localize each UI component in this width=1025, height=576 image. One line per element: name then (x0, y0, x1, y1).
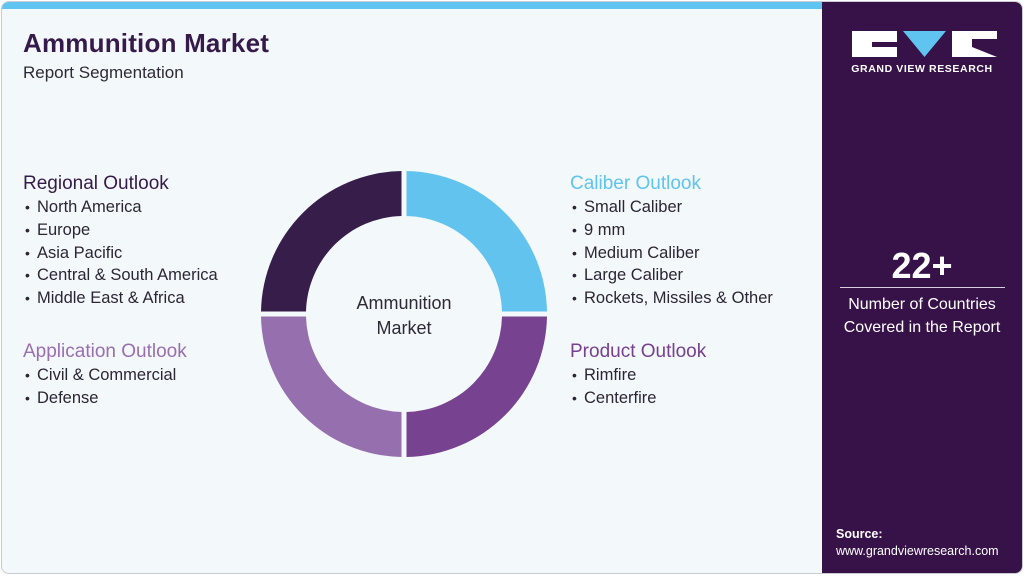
bullet-icon: • (572, 290, 577, 307)
bullet-icon: • (25, 367, 30, 383)
source-label: Source: (836, 527, 883, 541)
segment-regional: Regional Outlook • North America • Europe … (23, 173, 218, 310)
brand-sidebar: GRAND VIEW RESEARCH 22+ Number of Countr… (822, 2, 1022, 573)
bullet-icon: • (25, 221, 30, 238)
bullet-icon: • (572, 199, 577, 215)
list-item: • Europe (23, 219, 218, 242)
brand-name: GRAND VIEW RESEARCH (851, 63, 993, 75)
list-item: • Asia Pacific (23, 242, 218, 265)
list-item: • Small Caliber (570, 196, 773, 219)
bullet-icon: • (25, 290, 30, 307)
list-item: • Medium Caliber (570, 242, 773, 265)
donut-quadrant-caliber (406, 171, 547, 312)
stat-value: 22+ (891, 245, 953, 286)
list-item: • Central & South America (23, 264, 218, 287)
list-item: • Middle East & Africa (23, 287, 218, 310)
bullet-icon: • (25, 244, 30, 261)
donut-quadrant-application (261, 316, 402, 457)
source-url: www.grandviewresearch.com (836, 544, 999, 558)
bullet-icon: • (572, 244, 577, 261)
donut-quadrant-regional (261, 171, 402, 312)
donut-quadrant-product (406, 316, 547, 457)
list-item: • Rockets, Missiles & Other (570, 287, 773, 310)
page-title: Ammunition Market (23, 28, 270, 58)
list-item: • Large Caliber (570, 264, 773, 287)
segment-list: • Civil & Commercial • Defense (23, 364, 187, 410)
segment-list: • Small Caliber • 9 mm • Medium Caliber • La… (570, 196, 773, 310)
list-item: • Defense (23, 387, 187, 410)
bullet-icon: • (572, 389, 577, 406)
segment-title: Application Outlook (23, 341, 187, 362)
segment-title: Caliber Outlook (570, 173, 701, 194)
list-item: • Civil & Commercial (23, 364, 187, 387)
list-item: • Rimfire (570, 364, 706, 387)
segment-application: Application Outlook • Civil & Commercial … (23, 341, 187, 410)
donut-center-label: Ammunition Market (356, 293, 452, 338)
bullet-icon: • (25, 389, 30, 406)
segment-caliber: Caliber Outlook • Small Caliber • 9 mm • Me… (570, 173, 773, 310)
stat-label: Number of Countries Covered in the Repor… (843, 296, 1001, 336)
segment-list: • Rimfire • Centerfire (570, 364, 706, 410)
bullet-icon: • (25, 199, 30, 215)
segment-list: • North America • Europe • Asia Pacific • Ce… (23, 196, 218, 310)
gvr-logo-icon (852, 31, 997, 57)
segmentation-donut (261, 171, 547, 457)
divider (840, 287, 1005, 288)
bullet-icon: • (572, 267, 577, 284)
list-item: • North America (23, 196, 218, 219)
segment-title: Product Outlook (570, 341, 707, 362)
list-item: • 9 mm (570, 219, 773, 242)
bullet-icon: • (572, 221, 577, 238)
bullet-icon: • (572, 367, 577, 383)
accent-strip (2, 2, 824, 9)
bullet-icon: • (25, 267, 30, 284)
segment-title: Regional Outlook (23, 173, 169, 194)
list-item: • Centerfire (570, 387, 706, 410)
segment-product: Product Outlook • Rimfire • Centerfire (570, 341, 706, 410)
page-subtitle: Report Segmentation (23, 63, 184, 82)
